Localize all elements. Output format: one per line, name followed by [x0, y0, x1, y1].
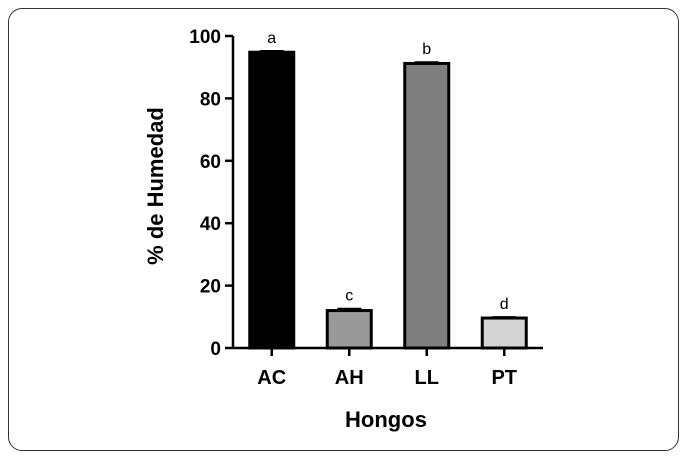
significance-label: d	[500, 296, 509, 313]
y-axis-title: % de Humedad	[143, 107, 168, 265]
x-tick-label: AC	[257, 367, 286, 389]
y-tick-label: 80	[200, 89, 221, 110]
bar-ll	[403, 61, 451, 350]
y-tick-label: 20	[200, 277, 221, 298]
bar-ac	[248, 50, 296, 350]
chart-frame	[8, 8, 679, 451]
bar-pt	[480, 316, 528, 350]
y-tick-label: 40	[200, 214, 221, 235]
y-tick-label: 60	[200, 152, 221, 173]
x-tick-label: PT	[491, 367, 517, 389]
significance-label: b	[422, 41, 431, 58]
bar-ah	[325, 309, 373, 350]
x-tick-label: AH	[335, 367, 364, 389]
bars: a c b d	[248, 30, 528, 350]
x-tick-label: LL	[415, 367, 439, 389]
significance-label: c	[345, 288, 353, 305]
significance-label: a	[267, 30, 276, 47]
y-tick-label: 100	[189, 27, 221, 48]
y-axis: 0 20 40 60 80 100	[189, 27, 235, 360]
x-axis: AC AH LL PT	[233, 346, 543, 389]
x-axis-title: Hongos	[345, 407, 427, 432]
y-tick-label: 0	[210, 339, 221, 360]
